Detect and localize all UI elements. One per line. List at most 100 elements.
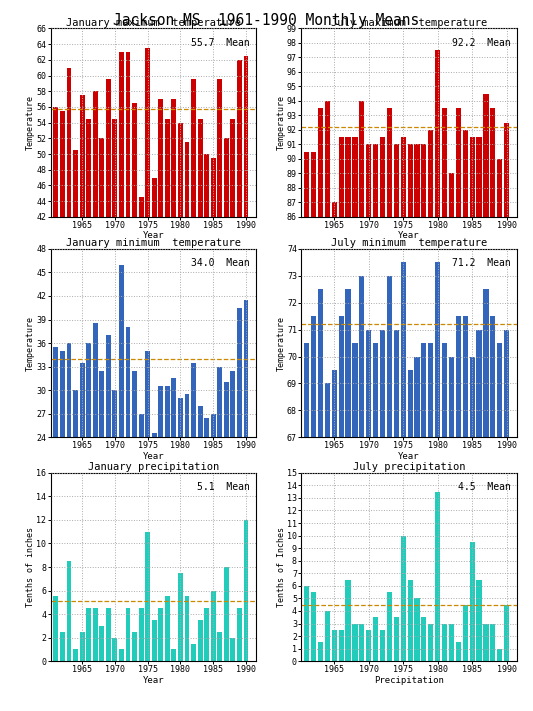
Bar <box>145 532 150 661</box>
Bar <box>456 316 461 437</box>
Bar <box>172 99 176 217</box>
Bar <box>184 142 189 217</box>
Bar <box>126 327 131 437</box>
Bar <box>172 649 176 661</box>
Bar <box>401 137 406 217</box>
Bar <box>415 144 419 217</box>
Bar <box>490 624 496 661</box>
Bar <box>449 624 454 661</box>
Bar <box>99 370 104 437</box>
Bar <box>345 289 351 437</box>
Bar <box>139 608 143 661</box>
X-axis label: Year: Year <box>398 451 420 461</box>
Bar <box>178 573 183 661</box>
Y-axis label: Temperature: Temperature <box>277 316 286 370</box>
Bar <box>191 363 196 437</box>
Bar <box>456 108 461 217</box>
X-axis label: Year: Year <box>142 231 164 240</box>
Bar <box>477 579 482 661</box>
Bar <box>172 378 176 437</box>
Bar <box>119 264 124 437</box>
Bar <box>165 386 170 437</box>
Y-axis label: Tenths of inches: Tenths of inches <box>26 527 35 607</box>
Bar <box>408 144 413 217</box>
Title: July minimum  temperature: July minimum temperature <box>331 238 487 248</box>
Bar <box>191 80 196 217</box>
Bar <box>325 101 330 217</box>
Y-axis label: Temperature: Temperature <box>26 95 35 150</box>
Bar <box>184 597 189 661</box>
Bar <box>442 343 447 437</box>
Bar <box>449 173 454 217</box>
X-axis label: Year: Year <box>142 675 164 685</box>
Text: 71.2  Mean: 71.2 Mean <box>452 258 511 268</box>
Bar <box>119 52 124 217</box>
Bar <box>79 95 85 217</box>
Bar <box>139 197 143 217</box>
Title: July maximum  temperature: July maximum temperature <box>331 18 487 28</box>
Bar <box>394 617 399 661</box>
Bar <box>311 592 316 661</box>
Bar <box>304 343 309 437</box>
Bar <box>244 520 248 661</box>
Bar <box>53 597 58 661</box>
Bar <box>304 151 309 217</box>
Bar <box>211 414 216 437</box>
Bar <box>112 390 117 437</box>
Bar <box>428 624 433 661</box>
Bar <box>217 632 222 661</box>
Bar <box>99 626 104 661</box>
Text: 5.1  Mean: 5.1 Mean <box>197 482 249 492</box>
Bar <box>497 343 503 437</box>
Bar <box>112 119 117 217</box>
Bar <box>318 289 323 437</box>
Bar <box>67 343 71 437</box>
Bar <box>230 119 236 217</box>
Bar <box>178 398 183 437</box>
Bar <box>79 363 85 437</box>
X-axis label: Year: Year <box>142 451 164 461</box>
Bar <box>483 94 489 217</box>
Bar <box>158 608 163 661</box>
Bar <box>93 91 98 217</box>
Bar <box>86 343 91 437</box>
Bar <box>470 137 475 217</box>
Bar <box>198 620 203 661</box>
Y-axis label: Tenths of Inches: Tenths of Inches <box>277 527 286 607</box>
Bar <box>387 592 392 661</box>
Bar <box>106 80 111 217</box>
Bar <box>380 630 385 661</box>
Bar <box>477 137 482 217</box>
Bar <box>435 492 440 661</box>
Text: 55.7  Mean: 55.7 Mean <box>191 38 249 48</box>
Bar <box>73 649 78 661</box>
Bar <box>86 608 91 661</box>
Bar <box>408 579 413 661</box>
Title: January minimum  temperature: January minimum temperature <box>66 238 241 248</box>
Bar <box>435 262 440 437</box>
Bar <box>421 617 426 661</box>
Bar <box>483 624 489 661</box>
Bar <box>470 542 475 661</box>
Bar <box>184 394 189 437</box>
Bar <box>497 159 503 217</box>
Bar <box>304 586 309 661</box>
Bar <box>132 632 137 661</box>
Bar <box>338 630 344 661</box>
Bar <box>332 630 337 661</box>
Bar <box>126 608 131 661</box>
Bar <box>237 608 242 661</box>
Bar <box>449 356 454 437</box>
Bar <box>373 144 378 217</box>
Bar <box>490 108 496 217</box>
Bar <box>158 99 163 217</box>
Bar <box>497 648 503 661</box>
Bar <box>86 119 91 217</box>
X-axis label: Precipitation: Precipitation <box>374 675 444 685</box>
Title: January precipitation: January precipitation <box>87 462 219 472</box>
Bar <box>401 262 406 437</box>
Text: 4.5  Mean: 4.5 Mean <box>458 482 511 492</box>
Bar <box>237 60 242 217</box>
Bar <box>224 139 229 217</box>
Bar <box>490 316 496 437</box>
